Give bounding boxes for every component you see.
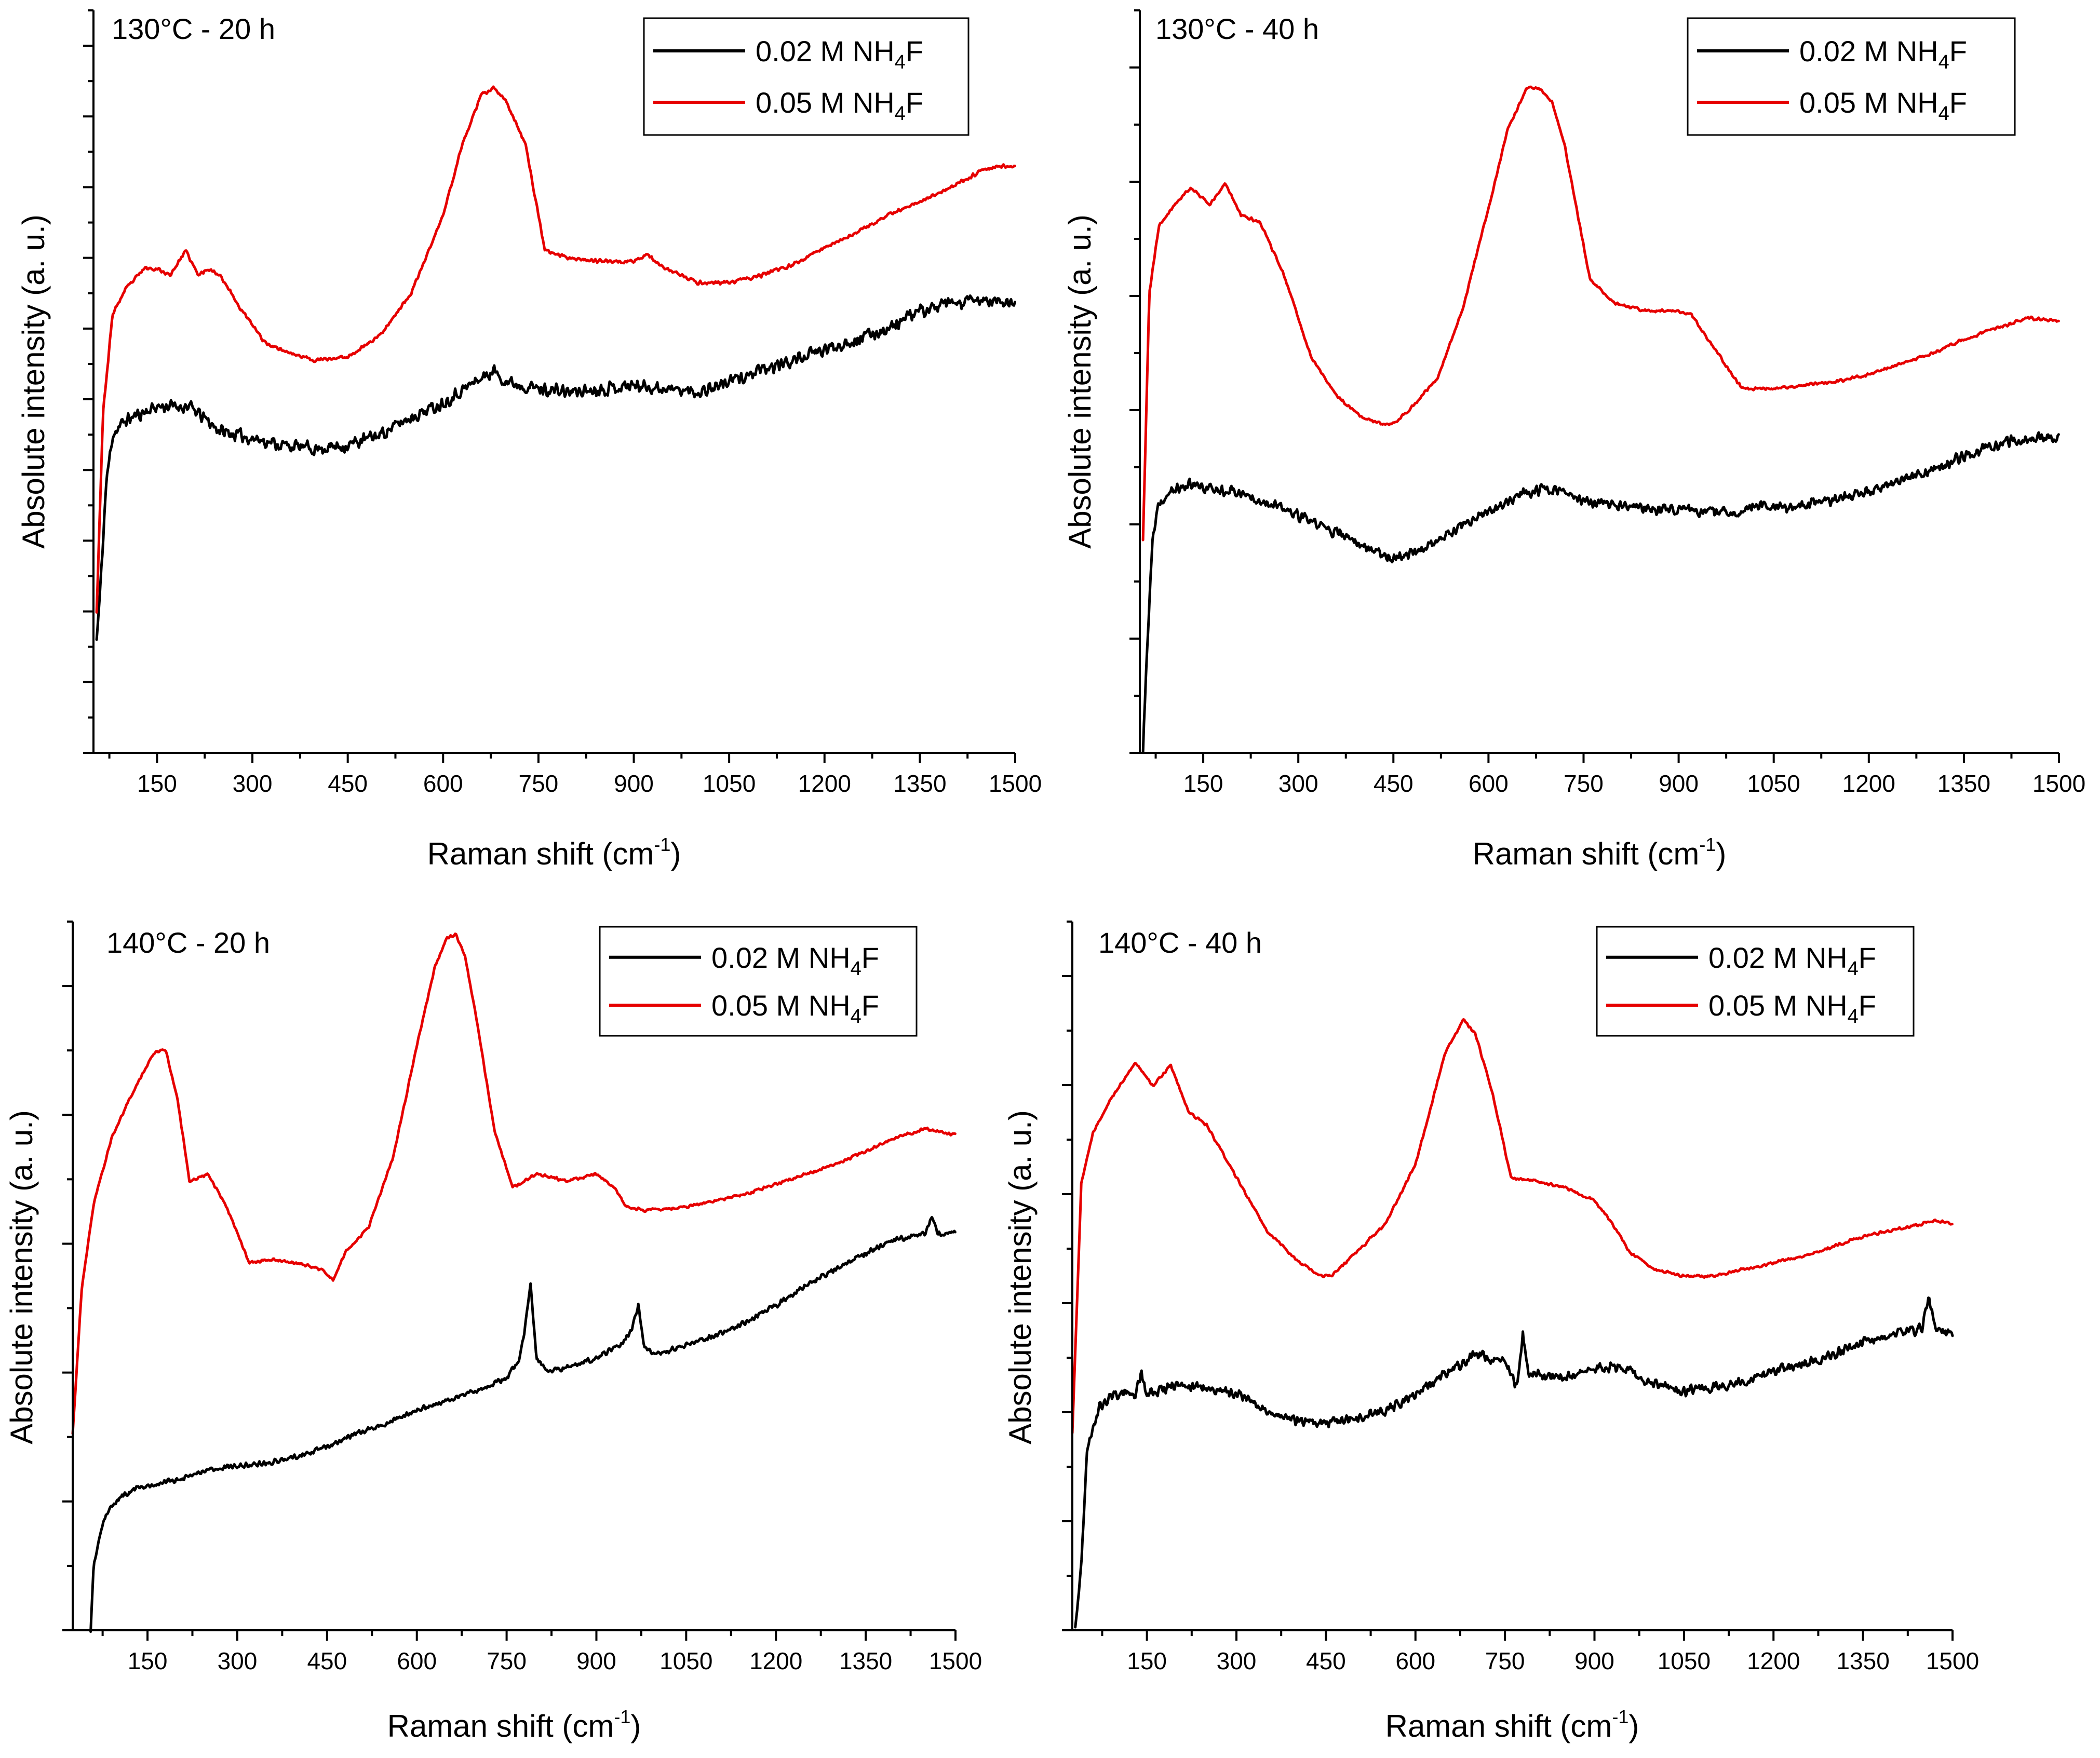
x-tick-label: 900 — [1659, 770, 1699, 797]
x-tick-label: 300 — [233, 770, 273, 797]
legend: 0.02 M NH4F 0.05 M NH4F — [643, 17, 970, 136]
series-0-02M-line-panel-1 — [95, 294, 1016, 641]
chart-panel-4: 150 300 450 600 750 900 1050 1200 1350 1500 Absolu… — [1003, 921, 1979, 1743]
panel-title: 140°C - 40 h — [1098, 926, 1262, 959]
x-tick-label: 1050 — [659, 1647, 712, 1674]
x-tick-label: 1350 — [1937, 770, 1990, 797]
x-tick-label: 900 — [576, 1647, 616, 1674]
y-axis-label: Absolute intensity (a. u.) — [16, 214, 51, 549]
panel-title: 140°C - 20 h — [106, 926, 270, 959]
legend-label: 0.02 M NH4F — [756, 35, 923, 73]
legend-label: 0.05 M NH4F — [711, 989, 879, 1027]
panel-title: 130°C - 20 h — [112, 12, 275, 45]
series-0-02M-line-panel-3 — [89, 1216, 957, 1633]
x-tick-label: 1050 — [1658, 1647, 1711, 1674]
legend-box — [643, 17, 970, 136]
series-0-05M-line-panel-2 — [1141, 85, 2060, 542]
x-tick-label: 600 — [1469, 770, 1509, 797]
x-tick-label: 1350 — [839, 1647, 892, 1674]
x-tick-label: 1050 — [1747, 770, 1800, 797]
legend-label: 0.02 M NH4F — [1799, 35, 1967, 73]
y-axis-label: Absolute intensity (a. u.) — [1062, 214, 1097, 549]
x-tick-label: 150 — [1183, 770, 1223, 797]
x-tick-label: 600 — [1395, 1647, 1435, 1674]
legend-label: 0.02 M NH4F — [711, 941, 879, 980]
legend-label: 0.05 M NH4F — [1799, 86, 1967, 125]
chart-panel-1: 150 300 450 600 750 900 1050 1200 1350 1500 Absolu… — [16, 9, 1042, 871]
x-tick-label: 300 — [1278, 770, 1318, 797]
legend-box — [1596, 926, 1915, 1037]
x-tick-label: 1500 — [2032, 770, 2085, 797]
x-tick-label: 150 — [128, 1647, 168, 1674]
y-axis-label: Absolute intensity (a. u.) — [1003, 1110, 1038, 1444]
legend: 0.02 M NH4F 0.05 M NH4F — [599, 926, 918, 1037]
x-tick-label: 1200 — [1842, 770, 1895, 797]
x-tick-label: 1200 — [1747, 1647, 1800, 1674]
x-tick-label: 1500 — [1926, 1647, 1979, 1674]
x-axis-label: Raman shift (cm-1) — [1385, 1706, 1639, 1743]
legend-label: 0.02 M NH4F — [1708, 941, 1876, 980]
chart-panel-3: 150 300 450 600 750 900 1050 1200 1350 1500 Absolu… — [4, 921, 982, 1743]
x-tick-label: 150 — [1127, 1647, 1167, 1674]
x-tick-label: 750 — [1485, 1647, 1525, 1674]
x-tick-label: 600 — [397, 1647, 437, 1674]
x-tick-label: 750 — [1564, 770, 1604, 797]
legend: 0.02 M NH4F 0.05 M NH4F — [1596, 926, 1915, 1037]
series-0-05M-line-panel-3 — [71, 932, 957, 1435]
x-tick-label: 900 — [614, 770, 654, 797]
x-tick-label: 1350 — [1836, 1647, 1889, 1674]
legend-label: 0.05 M NH4F — [1708, 989, 1876, 1027]
x-tick-label: 900 — [1574, 1647, 1614, 1674]
series-0-05M-line-panel-1 — [95, 85, 1016, 614]
chart-panel-2: 150 300 450 600 750 900 1050 1200 1350 1500 Absolu… — [1062, 9, 2085, 871]
series-0-05M-line-panel-4 — [1071, 1018, 1954, 1435]
x-tick-label: 1050 — [703, 770, 756, 797]
x-axis-label: Raman shift (cm-1) — [1473, 834, 1727, 871]
x-tick-label: 1500 — [989, 770, 1042, 797]
x-tick-label: 1200 — [798, 770, 851, 797]
x-axis-label: Raman shift (cm-1) — [427, 834, 681, 871]
legend-box — [599, 926, 918, 1037]
x-tick-label: 450 — [307, 1647, 347, 1674]
y-axis-label: Absolute intensity (a. u.) — [4, 1110, 39, 1444]
x-tick-label: 750 — [519, 770, 559, 797]
x-tick-label: 600 — [423, 770, 463, 797]
x-tick-label: 300 — [218, 1647, 258, 1674]
x-tick-label: 450 — [1374, 770, 1414, 797]
x-tick-label: 450 — [328, 770, 368, 797]
panel-title: 130°C - 40 h — [1155, 12, 1319, 45]
series-0-02M-line-panel-4 — [1074, 1296, 1954, 1629]
x-tick-label: 300 — [1217, 1647, 1257, 1674]
x-tick-label: 1500 — [929, 1647, 982, 1674]
legend: 0.02 M NH4F 0.05 M NH4F — [1687, 17, 2016, 136]
legend-box — [1687, 17, 2016, 136]
x-tick-label: 450 — [1306, 1647, 1346, 1674]
x-tick-label: 1350 — [893, 770, 946, 797]
legend-label: 0.05 M NH4F — [756, 86, 923, 125]
x-axis-label: Raman shift (cm-1) — [387, 1706, 641, 1743]
series-0-02M-line-panel-2 — [1141, 431, 2060, 754]
x-tick-label: 1200 — [749, 1647, 802, 1674]
x-tick-label: 150 — [137, 770, 177, 797]
x-tick-label: 750 — [487, 1647, 527, 1674]
